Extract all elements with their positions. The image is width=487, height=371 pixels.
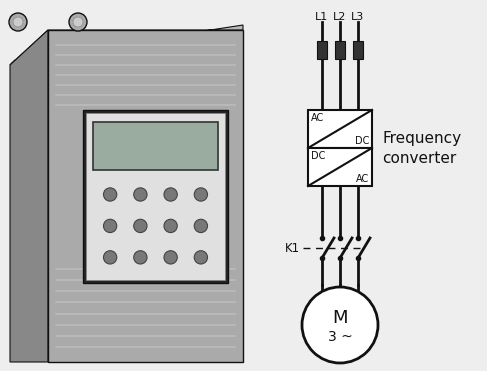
Circle shape — [302, 287, 378, 363]
Circle shape — [73, 17, 83, 27]
Circle shape — [194, 251, 207, 264]
Text: 3 ~: 3 ~ — [328, 330, 353, 344]
Circle shape — [194, 188, 207, 201]
Text: Frequency: Frequency — [382, 131, 461, 145]
Circle shape — [9, 13, 27, 31]
Text: L3: L3 — [352, 12, 365, 22]
Circle shape — [164, 188, 177, 201]
Polygon shape — [10, 30, 48, 362]
Bar — [86, 113, 225, 280]
Circle shape — [134, 251, 147, 264]
Text: AC: AC — [356, 174, 369, 184]
Text: L2: L2 — [333, 12, 347, 22]
Text: DC: DC — [355, 136, 369, 146]
Bar — [335, 41, 345, 59]
Circle shape — [103, 251, 117, 264]
Circle shape — [134, 188, 147, 201]
Bar — [308, 110, 372, 148]
Bar — [83, 110, 228, 283]
Circle shape — [164, 251, 177, 264]
Text: M: M — [332, 309, 348, 327]
Circle shape — [164, 219, 177, 233]
Circle shape — [103, 219, 117, 233]
Circle shape — [194, 219, 207, 233]
Bar — [317, 41, 327, 59]
Circle shape — [13, 17, 23, 27]
Bar — [48, 30, 243, 362]
Circle shape — [69, 13, 87, 31]
Circle shape — [134, 219, 147, 233]
Text: K1: K1 — [285, 242, 300, 255]
Text: DC: DC — [311, 151, 325, 161]
Circle shape — [103, 188, 117, 201]
Bar — [308, 148, 372, 186]
Polygon shape — [10, 25, 243, 65]
Text: converter: converter — [382, 151, 456, 165]
Bar — [93, 122, 218, 170]
Text: L1: L1 — [316, 12, 329, 22]
Text: AC: AC — [311, 113, 324, 123]
Bar — [353, 41, 363, 59]
